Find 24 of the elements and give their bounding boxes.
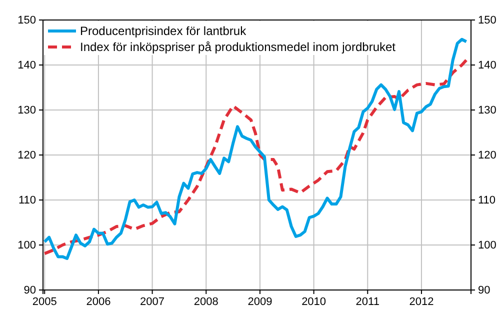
- y-tick-label: 90: [24, 284, 36, 297]
- legend-label: Producentprisindex för lantbruk: [80, 24, 248, 38]
- x-tick-label: 2007: [140, 296, 165, 308]
- y-tick-label: 120: [18, 150, 36, 162]
- y2-tick-label: 100: [478, 240, 496, 252]
- y-tick-label: 130: [18, 104, 36, 117]
- y2-tick-label: 90: [478, 284, 490, 297]
- y-tick-label: 110: [18, 194, 36, 207]
- y-tick-label: 140: [18, 60, 36, 72]
- x-tick-label: 2011: [356, 296, 380, 308]
- x-tick-label: 2006: [86, 296, 111, 308]
- x-tick-label: 2009: [248, 296, 272, 308]
- y2-tick-label: 110: [478, 194, 496, 207]
- y-tick-label: 100: [18, 240, 36, 252]
- y-tick-label: 150: [18, 14, 36, 27]
- x-tick-label: 2012: [409, 296, 434, 308]
- y2-tick-label: 120: [478, 150, 496, 162]
- y2-tick-label: 140: [478, 60, 496, 72]
- y2-tick-label: 130: [478, 104, 496, 117]
- y2-tick-label: 150: [478, 14, 496, 27]
- x-tick-label: 2010: [302, 296, 326, 308]
- x-tick-label: 2008: [194, 296, 218, 308]
- legend-label: Index för inköpspriser på produktionsmedel inom jordbruket: [80, 40, 396, 54]
- x-tick-label: 2005: [32, 296, 57, 308]
